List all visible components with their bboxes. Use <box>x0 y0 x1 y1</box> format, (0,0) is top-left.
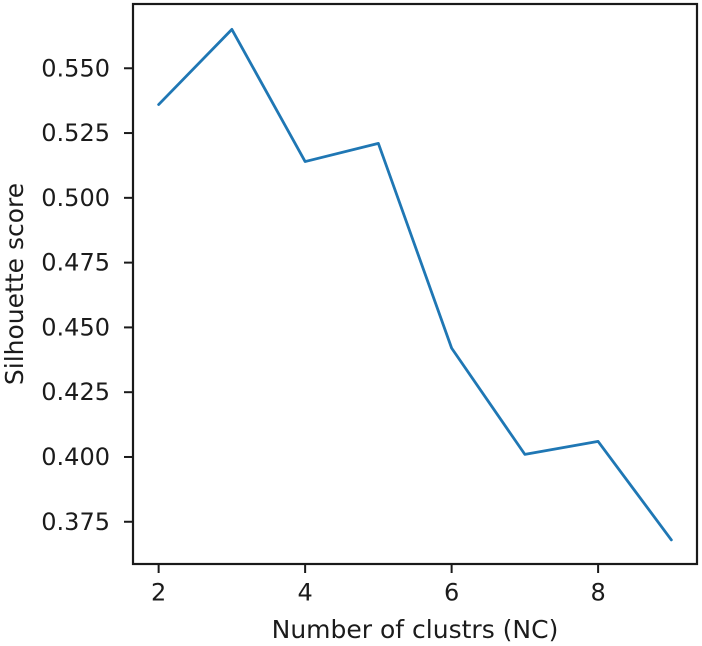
x-tick-label: 8 <box>590 579 605 607</box>
x-axis-ticks: 2 4 6 8 <box>151 564 606 607</box>
y-tick-label: 0.525 <box>41 119 110 147</box>
plot-border <box>131 2 699 566</box>
y-tick-label: 0.550 <box>41 54 110 82</box>
data-line-group <box>157 27 673 542</box>
y-axis-label: Silhouette score <box>0 183 29 385</box>
y-tick-label: 0.475 <box>41 249 110 277</box>
y-axis-ticks: 0.550 0.525 0.500 0.475 0.450 0.425 0.400 0.375 <box>41 54 133 536</box>
y-tick-label: 0.450 <box>41 313 110 341</box>
x-axis-label: Number of clustrs (NC) <box>272 615 559 644</box>
silhouette-score-line <box>157 27 673 542</box>
y-tick-label: 0.500 <box>41 184 110 212</box>
x-tick-label: 6 <box>444 579 459 607</box>
x-tick-label: 2 <box>151 579 166 607</box>
y-tick-label: 0.375 <box>41 508 110 536</box>
y-tick-label: 0.425 <box>41 378 110 406</box>
x-tick-label: 4 <box>297 579 312 607</box>
y-tick-label: 0.400 <box>41 443 110 471</box>
